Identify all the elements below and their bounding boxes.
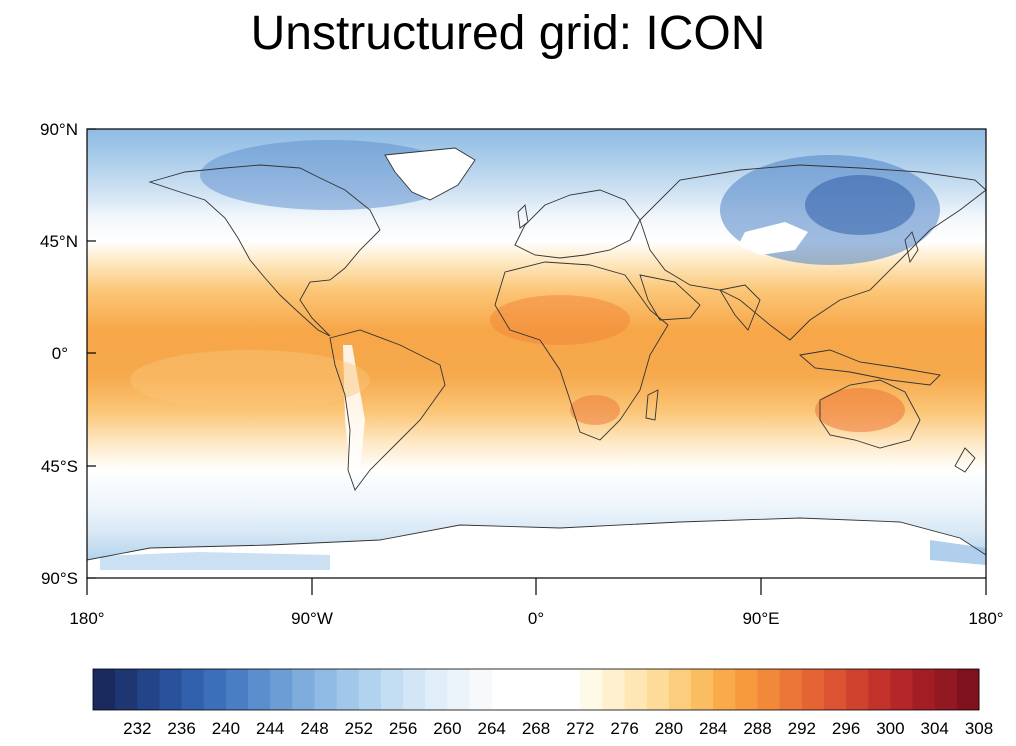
- colorbar-label: 284: [699, 719, 727, 738]
- colorbar-box: [558, 669, 581, 710]
- coast-australia: [819, 379, 921, 449]
- colorbar-box: [668, 669, 692, 710]
- colorbar-label: 280: [655, 719, 683, 738]
- x-tick-180w: 180°: [69, 609, 104, 628]
- y-tick-45n: 45°N: [40, 232, 78, 251]
- coast-greenland: [384, 147, 476, 201]
- colorbar-label: 308: [965, 719, 993, 738]
- colorbar-label: 304: [921, 719, 949, 738]
- colorbar-labels: 232 236 240 244 248 252 256 260 264 268 272 276 280 2…: [123, 719, 993, 738]
- colorbar-box: [646, 669, 670, 710]
- colorbar-box: [956, 669, 980, 710]
- greenland-ice: [385, 148, 475, 200]
- colorbar-label: 256: [389, 719, 417, 738]
- colorbar-box: [425, 669, 448, 710]
- colorbar-label: 240: [212, 719, 240, 738]
- colorbar-label: 244: [256, 719, 284, 738]
- colorbar-box: [823, 669, 847, 710]
- colorbar-label: 232: [123, 719, 151, 738]
- colorbar-box: [934, 669, 958, 710]
- andes-cool: [343, 345, 365, 470]
- colorbar-box: [779, 669, 803, 710]
- colorbar-box: [536, 669, 559, 710]
- colorbar-box: [292, 669, 315, 710]
- colorbar-box: [314, 669, 338, 710]
- colorbar-label: 268: [522, 719, 550, 738]
- y-tick-0: 0°: [52, 344, 68, 363]
- colorbar-label: 296: [832, 719, 860, 738]
- colorbar-box: [137, 669, 160, 710]
- colorbar-box: [846, 669, 869, 710]
- colorbar-box: [248, 669, 271, 710]
- colorbar-label: 236: [167, 719, 195, 738]
- coast-india: [719, 284, 761, 331]
- x-tick-90w: 90°W: [291, 609, 333, 628]
- coast-arabia: [639, 274, 701, 321]
- coast-asia: [639, 164, 986, 341]
- colorbar-box: [403, 669, 426, 710]
- colorbar-box: [115, 669, 138, 710]
- y-tick-90n: 90°N: [40, 120, 78, 139]
- colorbar-box: [580, 669, 603, 710]
- y-tick-45s: 45°S: [41, 457, 78, 476]
- colorbar-box: [757, 669, 781, 710]
- coast-uk: [517, 204, 529, 229]
- x-axis: [86, 578, 987, 595]
- coast-japan: [904, 231, 919, 264]
- colorbar-box: [181, 669, 205, 710]
- plot-title: Unstructured grid: ICON: [250, 7, 766, 60]
- colorbar-box: [380, 669, 404, 710]
- coast-africa: [494, 261, 669, 441]
- colorbar-box: [336, 669, 360, 710]
- colorbar: [93, 669, 980, 710]
- colorbar-box: [735, 669, 758, 710]
- colorbar-label: 288: [743, 719, 771, 738]
- colorbar-label: 264: [478, 719, 506, 738]
- colorbar-box: [801, 669, 825, 710]
- colorbar-box: [691, 669, 714, 710]
- colorbar-box: [912, 669, 936, 710]
- colorbar-label: 272: [566, 719, 594, 738]
- colorbar-box: [624, 669, 648, 710]
- coast-south-america: [329, 329, 446, 491]
- colorbar-box: [270, 669, 293, 710]
- x-tick-0: 0°: [528, 609, 544, 628]
- colorbar-label: 260: [433, 719, 461, 738]
- x-tick-90e: 90°E: [742, 609, 779, 628]
- colorbar-box: [159, 669, 183, 710]
- coast-new-zealand: [954, 447, 976, 473]
- colorbar-label: 276: [610, 719, 638, 738]
- coast-madagascar: [645, 389, 659, 421]
- colorbar-label: 300: [876, 719, 904, 738]
- colorbar-box: [358, 669, 382, 710]
- colorbar-box: [225, 669, 249, 710]
- coast-north-america: [148, 164, 381, 337]
- colorbar-box: [513, 669, 537, 710]
- tibet-plateau: [738, 222, 808, 255]
- colorbar-box: [203, 669, 227, 710]
- coast-antarctica: [87, 517, 986, 561]
- y-tick-90s: 90°S: [41, 569, 78, 588]
- colorbar-box: [491, 669, 515, 710]
- colorbar-label: 252: [345, 719, 373, 738]
- x-tick-180e: 180°: [968, 609, 1003, 628]
- colorbar-box: [447, 669, 471, 710]
- colorbar-box: [868, 669, 891, 710]
- colorbar-frame: [92, 668, 980, 711]
- y-axis: [87, 128, 96, 579]
- colorbar-box: [93, 669, 116, 710]
- colorbar-box: [890, 669, 914, 710]
- colorbar-box: [713, 669, 736, 710]
- temperature-field: [87, 129, 986, 578]
- coast-indonesia: [798, 349, 941, 386]
- colorbar-label: 248: [300, 719, 328, 738]
- colorbar-box: [469, 669, 493, 710]
- australia-hot: [815, 388, 905, 432]
- colorbar-label: 292: [788, 719, 816, 738]
- kalahari-hot: [570, 395, 620, 425]
- colorbar-box: [602, 669, 626, 710]
- sahara-hot: [490, 295, 630, 345]
- coastlines: [87, 147, 986, 561]
